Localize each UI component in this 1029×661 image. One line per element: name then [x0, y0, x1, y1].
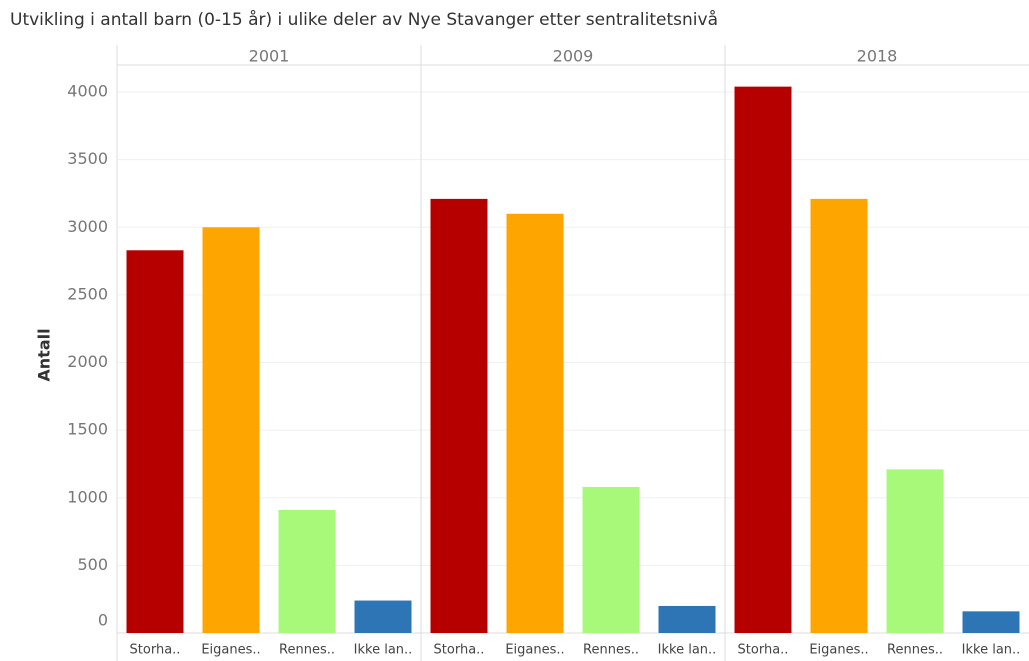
y-tick-label: 2500	[67, 284, 108, 303]
x-tick-label: Eiganes..	[201, 643, 260, 658]
x-tick-label: Rennes..	[583, 643, 639, 658]
x-tick-label: Eiganes..	[809, 643, 868, 658]
y-tick-label: 3500	[67, 149, 108, 168]
bar	[886, 469, 944, 633]
bar	[810, 198, 868, 633]
facet-label: 2001	[249, 47, 290, 66]
y-axis-label: Antall	[35, 328, 54, 381]
x-tick-label: Storha..	[738, 643, 789, 658]
x-tick-label: Ikke lan..	[962, 643, 1021, 658]
facet-label: 2009	[553, 47, 594, 66]
x-tick-label: Ikke lan..	[354, 643, 413, 658]
bar	[202, 227, 260, 634]
x-tick-label: Storha..	[434, 643, 485, 658]
x-tick-label: Storha..	[130, 643, 181, 658]
facet-label: 2018	[857, 47, 898, 66]
bar	[582, 486, 640, 633]
y-tick-label: 4000	[67, 82, 108, 101]
bar	[962, 611, 1020, 633]
bar	[354, 600, 412, 633]
bar	[734, 86, 792, 634]
x-tick-label: Ikke lan..	[658, 643, 717, 658]
bar	[430, 198, 488, 633]
y-tick-label: 1500	[67, 420, 108, 439]
y-tick-label: 1000	[67, 487, 108, 506]
bar	[506, 213, 564, 633]
chart-title: Utvikling i antall barn (0-15 år) i ulik…	[10, 9, 718, 30]
y-tick-label: 2000	[67, 352, 108, 371]
x-tick-label: Rennes..	[279, 643, 335, 658]
y-tick-label: 500	[77, 555, 108, 574]
x-tick-label: Eiganes..	[505, 643, 564, 658]
y-tick-label: 3000	[67, 217, 108, 236]
y-tick-label: 0	[98, 611, 108, 630]
x-tick-label: Rennes..	[887, 643, 943, 658]
bar	[278, 509, 336, 633]
bar	[126, 250, 184, 633]
bar	[658, 605, 716, 633]
